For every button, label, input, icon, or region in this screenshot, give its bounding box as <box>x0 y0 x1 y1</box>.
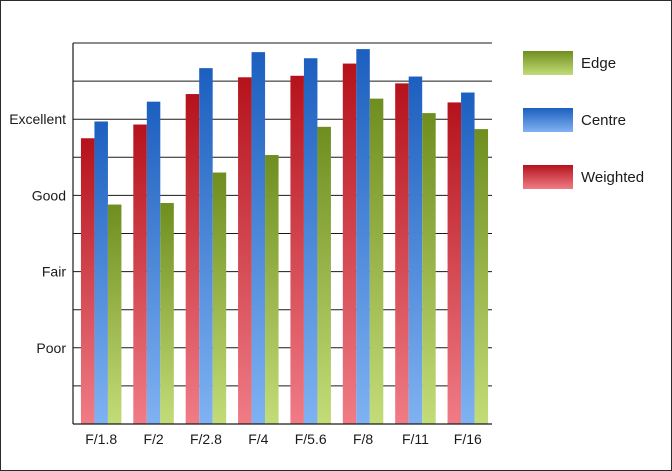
x-tick-label: F/5.6 <box>295 431 327 447</box>
bar-edge-f-8 <box>369 98 384 424</box>
y-tick-label: Good <box>32 187 66 203</box>
legend: Edge Centre Weighted <box>523 51 644 189</box>
legend-swatch-centre <box>523 108 573 132</box>
bar-edge-f-1-8 <box>107 204 122 424</box>
y-tick-labels: Poor Fair Good Excellent <box>9 111 66 356</box>
bar-weighted-f-5-6 <box>290 75 304 425</box>
x-tick-labels: F/1.8 F/2 F/2.8 F/4 F/5.6 F/8 F/11 F/16 <box>85 431 482 447</box>
bar-centre-f-11 <box>408 76 423 424</box>
x-tick-label: F/16 <box>454 431 482 447</box>
x-tick-label: F/8 <box>353 431 373 447</box>
bar-weighted-f-2-8 <box>185 94 200 424</box>
bar-centre-f-2-8 <box>199 68 213 425</box>
bar-weighted-f-16 <box>447 102 462 424</box>
bar-centre-f-4 <box>251 52 266 424</box>
x-tick-label: F/4 <box>248 431 268 447</box>
bar-centre-f-1-8 <box>94 121 108 425</box>
legend-swatch-weighted <box>523 165 573 189</box>
legend-label-centre: Centre <box>581 112 626 129</box>
y-tick-label: Poor <box>36 340 66 356</box>
bar-weighted-f-11 <box>395 83 409 425</box>
bar-centre-f-8 <box>356 49 370 424</box>
bar-centre-f-5-6 <box>303 58 318 425</box>
bar-weighted-f-1-8 <box>80 138 95 424</box>
y-tick-label: Fair <box>42 264 66 280</box>
bar-centre-f-16 <box>461 92 475 424</box>
bar-weighted-f-4 <box>238 77 252 424</box>
bar-edge-f-4 <box>265 155 279 424</box>
bar-edge-f-16 <box>474 129 489 424</box>
x-tick-label: F/11 <box>402 431 429 447</box>
bar-edge-f-2-8 <box>212 172 227 424</box>
x-tick-label: F/2 <box>143 431 163 447</box>
y-tick-label: Excellent <box>9 111 66 127</box>
x-tick-label: F/2.8 <box>190 431 222 447</box>
legend-label-edge: Edge <box>581 55 616 72</box>
bar-edge-f-5-6 <box>317 126 331 424</box>
bar-edge-f-11 <box>422 113 436 424</box>
bar-weighted-f-8 <box>342 63 357 424</box>
bar-edge-f-2 <box>160 203 174 424</box>
legend-swatch-edge <box>523 51 573 75</box>
legend-label-weighted: Weighted <box>581 169 644 186</box>
bar-weighted-f-2 <box>133 124 147 424</box>
bars <box>80 49 489 425</box>
x-tick-label: F/1.8 <box>85 431 117 447</box>
axes <box>72 43 492 425</box>
bar-centre-f-2 <box>146 101 161 424</box>
